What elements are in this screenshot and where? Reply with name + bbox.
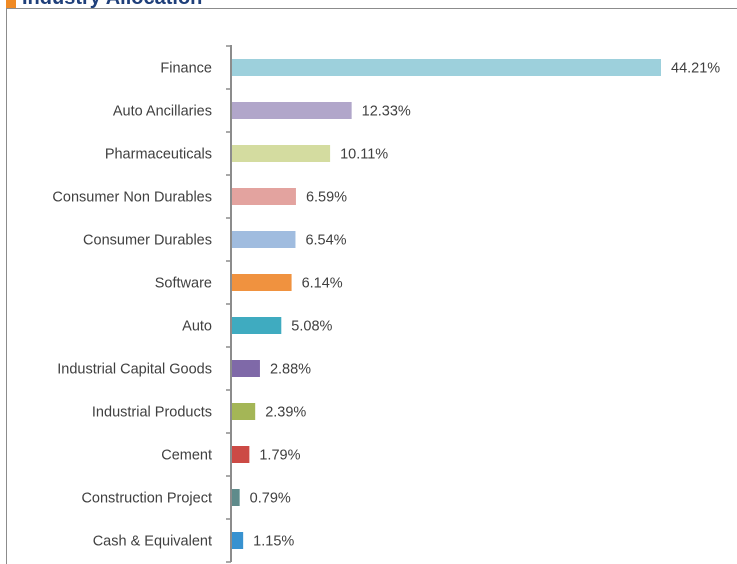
bar bbox=[232, 188, 296, 205]
bar bbox=[232, 317, 282, 334]
value-label: 1.79% bbox=[259, 447, 300, 463]
category-label: Finance bbox=[160, 60, 212, 76]
value-label: 6.54% bbox=[305, 232, 346, 248]
bar bbox=[232, 231, 296, 248]
category-label: Industrial Products bbox=[92, 404, 212, 420]
value-label: 2.88% bbox=[270, 361, 311, 377]
bar bbox=[232, 360, 260, 377]
category-label: Auto Ancillaries bbox=[113, 103, 212, 119]
bar bbox=[232, 446, 250, 463]
value-label: 2.39% bbox=[265, 404, 306, 420]
bar bbox=[232, 102, 352, 119]
title-icon bbox=[6, 0, 16, 8]
value-label: 5.08% bbox=[291, 318, 332, 334]
value-label: 10.11% bbox=[340, 146, 388, 162]
category-label: Cash & Equivalent bbox=[93, 533, 212, 549]
bar bbox=[232, 274, 292, 291]
value-label: 6.14% bbox=[302, 275, 343, 291]
value-label: 6.59% bbox=[306, 189, 347, 205]
category-label: Industrial Capital Goods bbox=[57, 361, 212, 377]
frame bbox=[6, 8, 737, 564]
bar bbox=[232, 59, 661, 76]
value-label: 0.79% bbox=[250, 490, 291, 506]
bar bbox=[232, 489, 240, 506]
category-label: Consumer Durables bbox=[83, 232, 212, 248]
bar bbox=[232, 145, 331, 162]
value-label: 1.15% bbox=[253, 533, 294, 549]
chart-title: Industry Allocation bbox=[22, 0, 202, 9]
value-label: 12.33% bbox=[362, 103, 411, 119]
category-label: Construction Project bbox=[81, 490, 212, 506]
category-label: Consumer Non Durables bbox=[52, 189, 212, 205]
category-label: Auto bbox=[182, 318, 212, 334]
value-label: 44.21% bbox=[671, 60, 720, 76]
category-label: Cement bbox=[161, 447, 212, 463]
category-label: Software bbox=[155, 275, 212, 291]
category-label: Pharmaceuticals bbox=[105, 146, 212, 162]
bar bbox=[232, 532, 244, 549]
bar bbox=[232, 403, 256, 420]
